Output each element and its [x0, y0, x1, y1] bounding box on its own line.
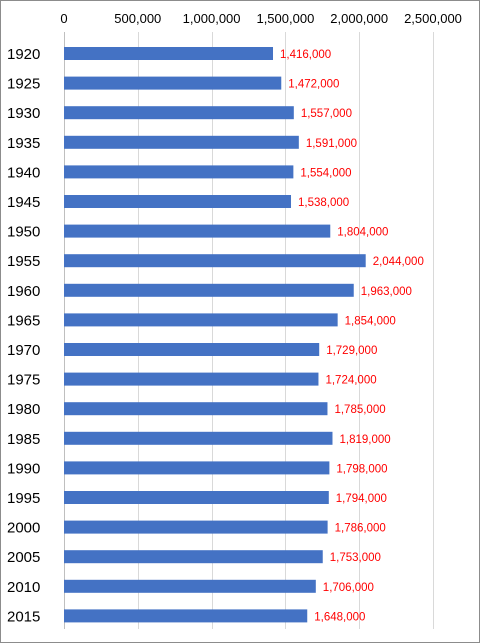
data-label-2010: 1,706,000	[323, 582, 374, 594]
category-label: 1960	[7, 283, 40, 300]
data-label-1980: 1,785,000	[334, 404, 385, 416]
bar-1965	[64, 313, 338, 327]
category-label: 2005	[7, 549, 40, 566]
category-label: 1995	[7, 490, 40, 507]
bar-1945	[64, 195, 292, 208]
bar-2000	[64, 520, 328, 534]
data-label-2000: 1,786,000	[335, 523, 386, 535]
data-label-1990: 1,798,000	[336, 463, 387, 475]
category-label: 1950	[7, 224, 40, 241]
category-label: 1935	[7, 135, 40, 152]
data-label-1940: 1,554,000	[300, 167, 351, 179]
data-label-1985: 1,819,000	[339, 434, 390, 446]
data-label-1975: 1,724,000	[325, 375, 376, 387]
bar-2015	[64, 609, 308, 623]
data-label-1920: 1,416,000	[280, 49, 331, 61]
y-axis-categories: 1920 1925 1930 1935 1940 1945 1950 1955 1960 1965…	[7, 46, 40, 625]
category-label: 1940	[7, 164, 40, 181]
category-label: 1955	[7, 253, 40, 270]
category-label: 1970	[7, 342, 40, 359]
category-label: 1930	[7, 105, 40, 122]
category-label: 1985	[7, 431, 40, 448]
bar-1985	[64, 431, 333, 445]
category-label: 2010	[7, 579, 40, 596]
data-label-1950: 1,804,000	[337, 227, 388, 239]
category-label: 1920	[7, 46, 40, 63]
category-label: 1925	[7, 76, 40, 93]
data-label-1995: 1,794,000	[336, 493, 387, 505]
category-label: 1945	[7, 194, 40, 211]
data-label-2015: 1,648,000	[314, 611, 365, 623]
bar-1925	[64, 76, 282, 90]
data-label-1925: 1,472,000	[288, 79, 339, 91]
bar-1950	[64, 224, 331, 238]
category-label: 2015	[7, 608, 40, 625]
category-label: 1990	[7, 460, 40, 477]
category-label: 1980	[7, 401, 40, 418]
x-tick-label: 1,000,000	[183, 11, 241, 26]
data-label-1970: 1,729,000	[326, 345, 377, 357]
data-label-1930: 1,557,000	[301, 108, 352, 120]
bar-1930	[64, 106, 294, 120]
x-tick-label: 2,500,000	[404, 11, 462, 26]
data-label-2005: 1,753,000	[330, 552, 381, 564]
bar-1970	[64, 343, 320, 356]
x-axis-ticks: 0 500,000 1,000,000 1,500,000 2,000,000 2,500…	[60, 11, 462, 26]
bar-1935	[64, 135, 299, 149]
gridlines	[64, 32, 434, 629]
data-labels: 1,416,000 1,472,000 1,557,000 1,591,000 1,55…	[280, 49, 424, 623]
data-label-1945: 1,538,000	[298, 197, 349, 209]
category-label: 1965	[7, 312, 40, 329]
x-tick-label: 500,000	[114, 11, 161, 26]
bar-1995	[64, 491, 329, 504]
bar-1955	[64, 254, 366, 268]
bar-1960	[64, 283, 354, 297]
x-tick-label: 2,000,000	[330, 11, 388, 26]
bar-1940	[64, 165, 294, 179]
bar-2005	[64, 550, 323, 564]
data-label-1955: 2,044,000	[373, 256, 424, 268]
bar-1980	[64, 402, 328, 416]
x-tick-label: 0	[60, 11, 67, 26]
bar-1990	[64, 461, 330, 475]
bar-1975	[64, 372, 319, 386]
x-tick-label: 1,500,000	[256, 11, 314, 26]
bars	[64, 47, 366, 623]
category-label: 1975	[7, 372, 40, 389]
bar-2010	[64, 579, 316, 593]
bar-1920	[64, 47, 274, 60]
data-label-1960: 1,963,000	[361, 286, 412, 298]
data-label-1935: 1,591,000	[306, 138, 357, 150]
category-label: 2000	[7, 520, 40, 537]
data-label-1965: 1,854,000	[345, 315, 396, 327]
